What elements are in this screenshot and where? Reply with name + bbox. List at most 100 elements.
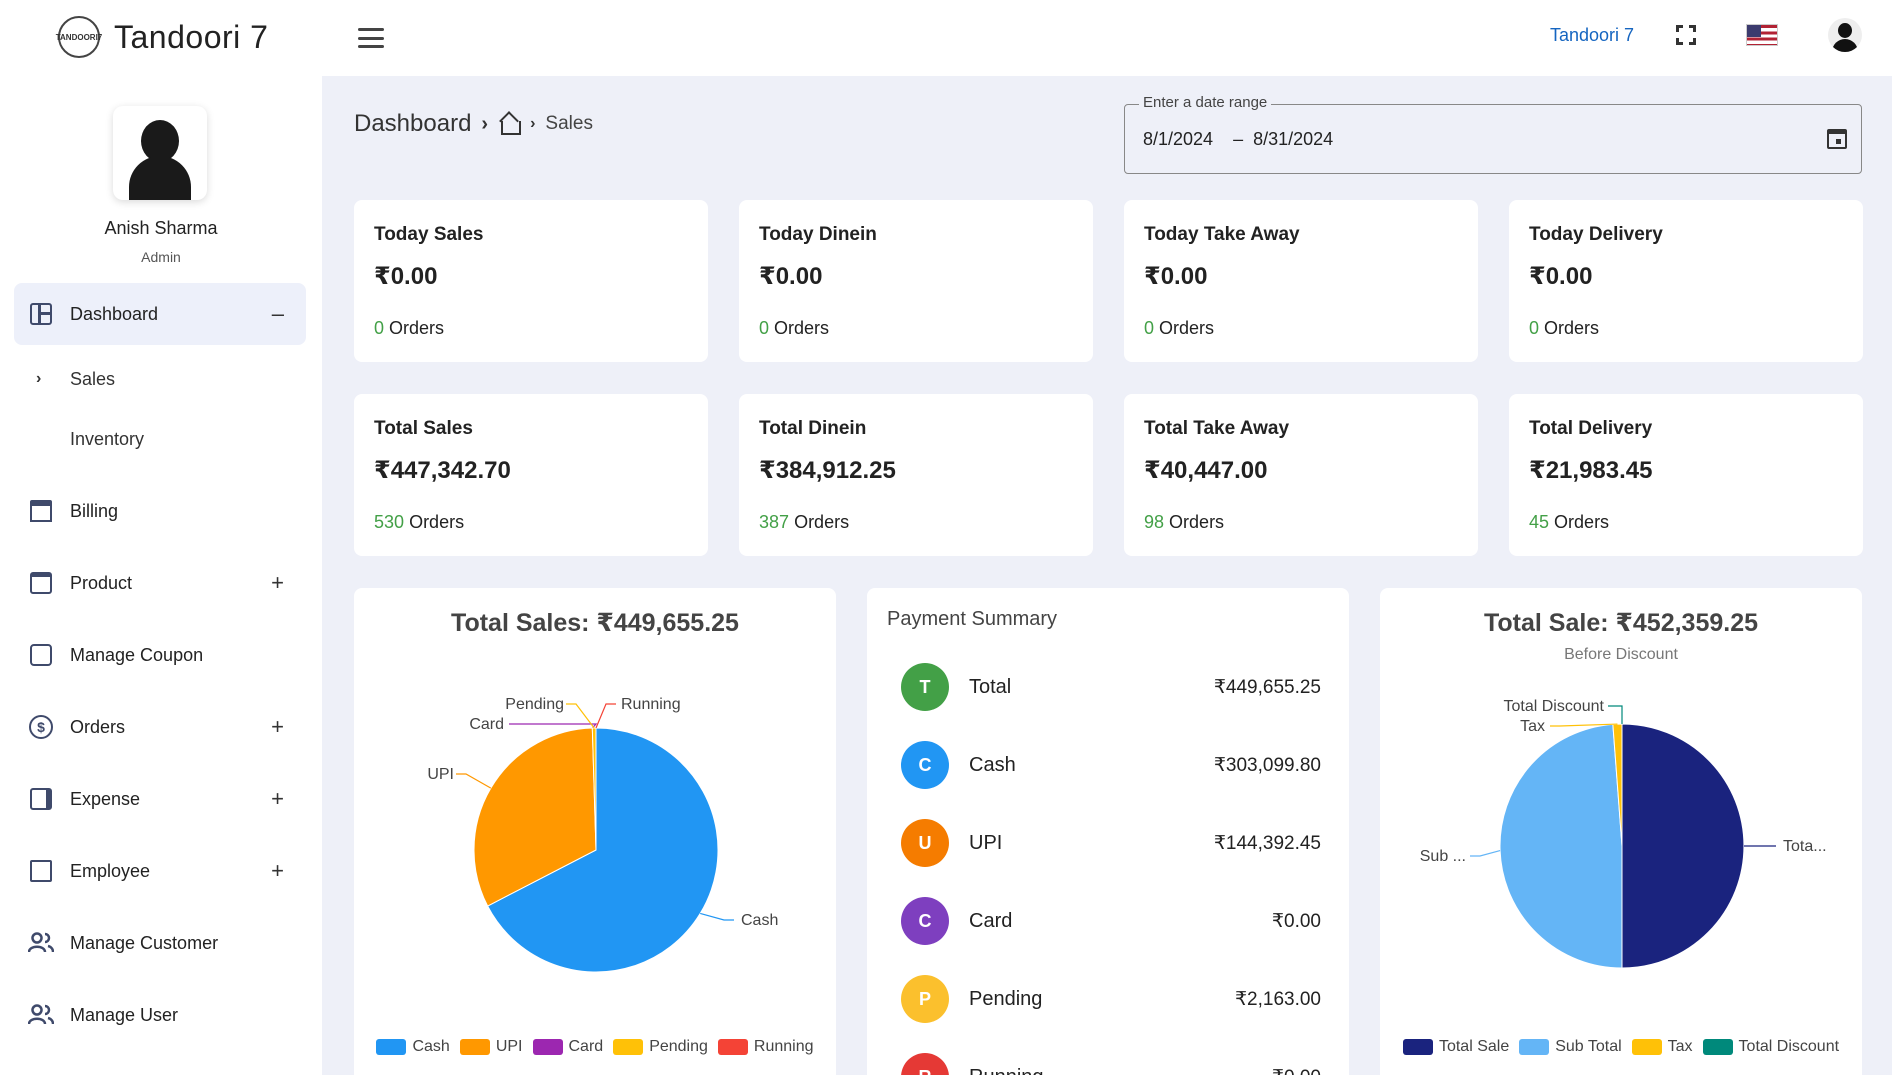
legend-swatch bbox=[459, 1039, 490, 1055]
top-bar: TANDOORI7 Tandoori 7 Tandoori 7 bbox=[0, 0, 1892, 76]
sidebar-item-billing[interactable]: Billing bbox=[14, 475, 306, 547]
sidebar-item-orders[interactable]: $ Orders + bbox=[14, 691, 306, 763]
pie-label-line bbox=[1470, 849, 1501, 857]
chart-subtitle: Before Discount bbox=[1564, 646, 1678, 663]
restaurant-link[interactable]: Tandoori 7 bbox=[1549, 24, 1634, 45]
card-orders: 45 Orders bbox=[1529, 512, 1609, 533]
payment-amount: ₹0.00 bbox=[1272, 1066, 1321, 1075]
expand-icon[interactable]: + bbox=[271, 714, 284, 739]
user-name: Anish Sharma bbox=[104, 218, 218, 238]
collapse-icon[interactable]: – bbox=[271, 301, 284, 326]
pie-slice-upi[interactable] bbox=[473, 727, 597, 907]
top-right-actions: Tandoori 7 bbox=[1550, 18, 1862, 52]
orders-count: 0 bbox=[1529, 318, 1540, 338]
legend-item[interactable]: Total Discount bbox=[1702, 1036, 1839, 1058]
sidebar-item-manage-user[interactable]: Manage User bbox=[14, 979, 306, 1051]
card-orders: 0 Orders bbox=[1529, 318, 1599, 339]
sidebar-item-sales[interactable]: › Sales bbox=[36, 368, 116, 389]
card-title: Total Delivery bbox=[1529, 418, 1653, 439]
pie-slice-total-sale[interactable] bbox=[1621, 723, 1745, 969]
legend-item[interactable]: Pending bbox=[613, 1036, 708, 1058]
legend-swatch bbox=[1402, 1039, 1433, 1055]
expand-icon[interactable]: + bbox=[271, 858, 284, 883]
pie-slice-label: Cash bbox=[741, 912, 778, 929]
orders-count: 0 bbox=[1144, 318, 1155, 338]
chart-legend: Cash UPI Card Pending Running bbox=[354, 1036, 836, 1058]
pie-slice-sub-total[interactable] bbox=[1499, 723, 1623, 969]
page-title[interactable]: Dashboard bbox=[354, 110, 472, 137]
total-sale-pie-chart: Tota... Sub ... Tax Total Discount bbox=[1420, 698, 1827, 969]
legend-swatch bbox=[1702, 1039, 1733, 1055]
legend-item[interactable]: Card bbox=[532, 1036, 604, 1058]
pie-label-line bbox=[1608, 705, 1623, 724]
orders-count: 0 bbox=[374, 318, 385, 338]
card-orders: 530 Orders bbox=[374, 512, 464, 533]
pie-label-line bbox=[566, 703, 595, 729]
legend-item[interactable]: Cash bbox=[376, 1036, 450, 1058]
pie-slice-cash[interactable] bbox=[486, 727, 719, 973]
legend-label: Running bbox=[753, 1038, 814, 1055]
payment-row: U UPI ₹144,392.45 bbox=[901, 815, 1321, 871]
orders-count: 98 bbox=[1144, 512, 1165, 532]
stat-card: Today Sales ₹0.00 0 Orders bbox=[354, 200, 708, 362]
card-title: Today Dinein bbox=[759, 224, 877, 245]
us-flag-icon[interactable] bbox=[1746, 24, 1778, 46]
pie-slice-label: Tax bbox=[1520, 718, 1545, 735]
legend-item[interactable]: Running bbox=[717, 1036, 814, 1058]
card-title: Today Delivery bbox=[1529, 224, 1663, 245]
user-icon[interactable] bbox=[1828, 18, 1862, 52]
calendar-icon[interactable] bbox=[1827, 129, 1847, 149]
brand-name: Tandoori 7 bbox=[114, 18, 269, 55]
payment-label: Card bbox=[969, 909, 1013, 932]
chevron-right-icon: › bbox=[530, 115, 536, 132]
legend-label: UPI bbox=[495, 1038, 523, 1055]
orders-label: Orders bbox=[794, 512, 850, 532]
user-group-icon bbox=[28, 1002, 54, 1028]
brand[interactable]: TANDOORI7 Tandoori 7 bbox=[56, 16, 269, 58]
sidebar-item-manage-coupon[interactable]: Manage Coupon bbox=[14, 619, 306, 691]
legend-swatch bbox=[1519, 1039, 1550, 1055]
menu-icon[interactable] bbox=[358, 28, 384, 48]
sidebar-item-dashboard[interactable]: Dashboard – bbox=[14, 283, 306, 345]
fullscreen-icon[interactable] bbox=[1676, 25, 1696, 45]
home-icon[interactable] bbox=[498, 114, 522, 135]
legend-swatch bbox=[717, 1039, 748, 1055]
legend-item[interactable]: Tax bbox=[1631, 1036, 1693, 1058]
expense-icon bbox=[28, 786, 54, 812]
payment-avatar: T bbox=[901, 663, 949, 711]
expand-icon[interactable]: + bbox=[271, 786, 284, 811]
legend-item[interactable]: Total Sale bbox=[1402, 1036, 1509, 1058]
brand-logo: TANDOORI7 bbox=[56, 16, 102, 58]
payment-label: UPI bbox=[969, 831, 1003, 854]
coupon-icon bbox=[28, 642, 54, 668]
legend-item[interactable]: Sub Total bbox=[1519, 1036, 1622, 1058]
start-date-input[interactable]: 8/1/2024 bbox=[1143, 129, 1214, 149]
payment-row: T Total ₹449,655.25 bbox=[901, 659, 1321, 715]
pie-label-line bbox=[1550, 723, 1618, 727]
pie-slice-label: UPI bbox=[427, 766, 454, 783]
legend-item[interactable]: UPI bbox=[459, 1036, 523, 1058]
sidebar-item-employee[interactable]: Employee + bbox=[14, 835, 306, 907]
expand-icon[interactable]: + bbox=[271, 570, 284, 595]
sales-pie-panel: Total Sales: ₹449,655.25 Cash UPI Card Pend… bbox=[354, 588, 836, 1075]
card-title: Total Take Away bbox=[1144, 418, 1290, 439]
payment-label: Cash bbox=[969, 753, 1016, 776]
pie-slice-pending[interactable] bbox=[591, 727, 597, 851]
legend-label: Card bbox=[568, 1038, 604, 1055]
payment-amount: ₹303,099.80 bbox=[1213, 754, 1321, 776]
sidebar: Anish Sharma Admin Dashboard – › Sales I… bbox=[0, 76, 322, 1075]
payment-summary-panel: Payment Summary T Total ₹449,655.25 C Cash ₹3… bbox=[867, 588, 1349, 1075]
sidebar-item-manage-customer[interactable]: Manage Customer bbox=[14, 907, 306, 979]
payment-row: P Pending ₹2,163.00 bbox=[901, 971, 1321, 1027]
stat-card: Today Delivery ₹0.00 0 Orders bbox=[1509, 200, 1863, 362]
end-date-input[interactable]: 8/31/2024 bbox=[1253, 129, 1334, 149]
date-range-field[interactable]: Enter a date range 8/1/2024 – 8/31/2024 bbox=[1124, 94, 1862, 174]
card-title: Today Sales bbox=[374, 224, 484, 245]
card-value: ₹0.00 bbox=[1529, 263, 1593, 290]
orders-label: Orders bbox=[409, 512, 465, 532]
sidebar-item-inventory[interactable]: Inventory bbox=[70, 428, 145, 449]
sidebar-item-expense[interactable]: Expense + bbox=[14, 763, 306, 835]
sidebar-item-product[interactable]: Product + bbox=[14, 547, 306, 619]
orders-count: 387 bbox=[759, 512, 790, 532]
chart-title: Total Sales: ₹449,655.25 bbox=[451, 609, 739, 637]
